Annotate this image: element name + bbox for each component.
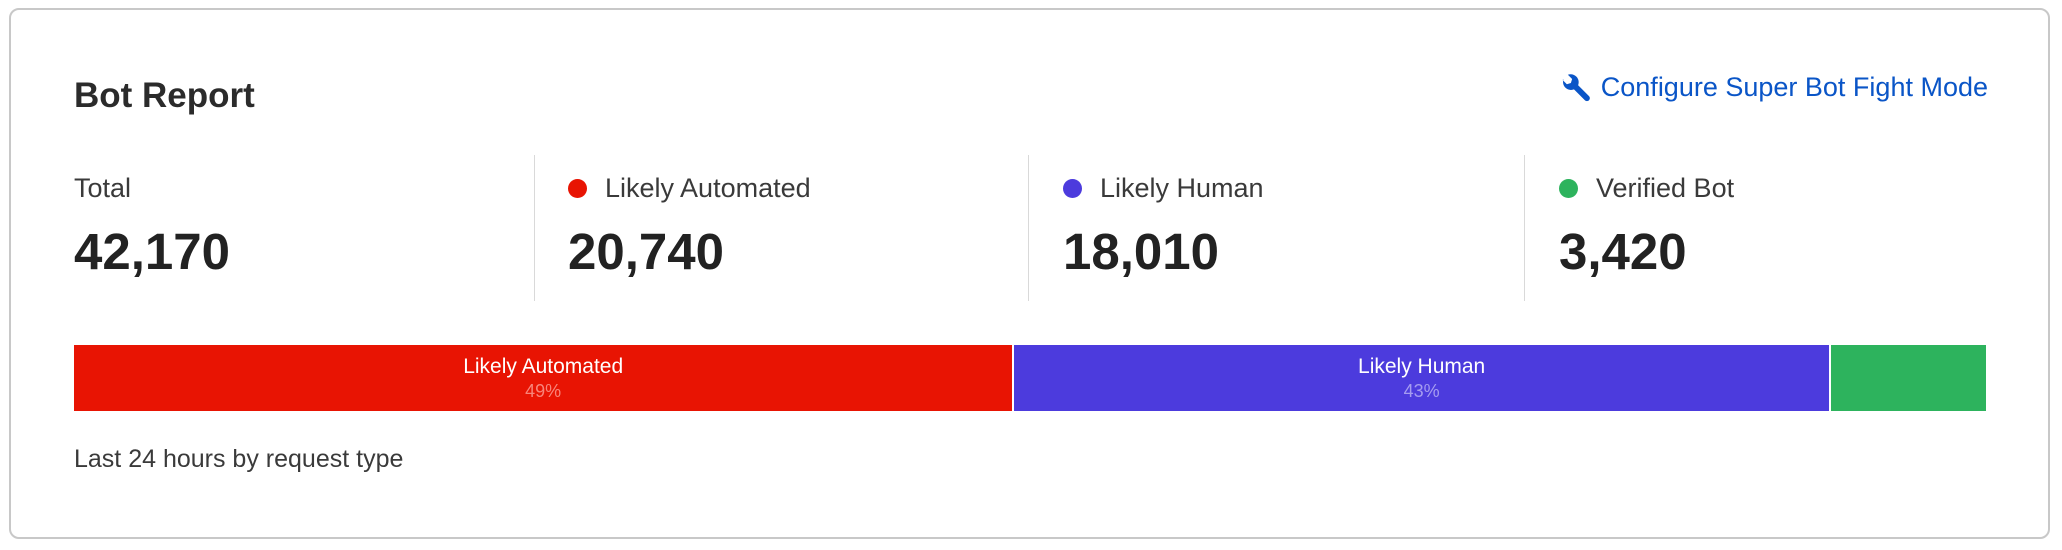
divider bbox=[1524, 155, 1525, 301]
bar-segment-verified-bot[interactable] bbox=[1830, 345, 1986, 411]
stat-verified-bot: Verified Bot 3,420 bbox=[1559, 170, 1734, 281]
stat-label: Likely Automated bbox=[605, 172, 811, 203]
segment-label: Likely Human bbox=[1358, 354, 1486, 378]
stat-total: Total 42,170 bbox=[74, 170, 230, 281]
bar-segment-likely-automated[interactable]: Likely Automated 49% bbox=[74, 345, 1015, 411]
segment-percent: 43% bbox=[1403, 380, 1440, 401]
card-title: Bot Report bbox=[74, 76, 255, 115]
configure-super-bot-fight-mode-link[interactable]: Configure Super Bot Fight Mode bbox=[1561, 72, 1988, 103]
wrench-icon bbox=[1562, 73, 1590, 101]
divider bbox=[534, 155, 535, 301]
request-type-stacked-bar: Likely Automated 49% Likely Human 43% bbox=[74, 345, 1986, 411]
bot-report-card bbox=[9, 8, 2050, 539]
bar-segment-likely-human[interactable]: Likely Human 43% bbox=[1014, 345, 1831, 411]
stat-value: 42,170 bbox=[74, 223, 230, 280]
stat-label: Total bbox=[74, 172, 132, 203]
configure-link-label: Configure Super Bot Fight Mode bbox=[1600, 72, 1988, 102]
legend-dot-icon bbox=[1559, 178, 1578, 198]
legend-dot-icon bbox=[568, 178, 587, 198]
footer-caption: Last 24 hours by request type bbox=[74, 445, 404, 473]
stat-label: Verified Bot bbox=[1596, 172, 1735, 203]
segment-percent: 49% bbox=[525, 380, 562, 401]
stat-likely-automated: Likely Automated 20,740 bbox=[568, 170, 811, 281]
stat-likely-human: Likely Human 18,010 bbox=[1063, 170, 1264, 281]
segment-label: Likely Automated bbox=[463, 354, 624, 378]
stat-value: 3,420 bbox=[1559, 223, 1687, 280]
stat-value: 20,740 bbox=[568, 223, 724, 280]
stat-label: Likely Human bbox=[1100, 172, 1264, 203]
legend-dot-icon bbox=[1063, 178, 1082, 198]
stat-value: 18,010 bbox=[1063, 223, 1219, 280]
divider bbox=[1028, 155, 1029, 301]
